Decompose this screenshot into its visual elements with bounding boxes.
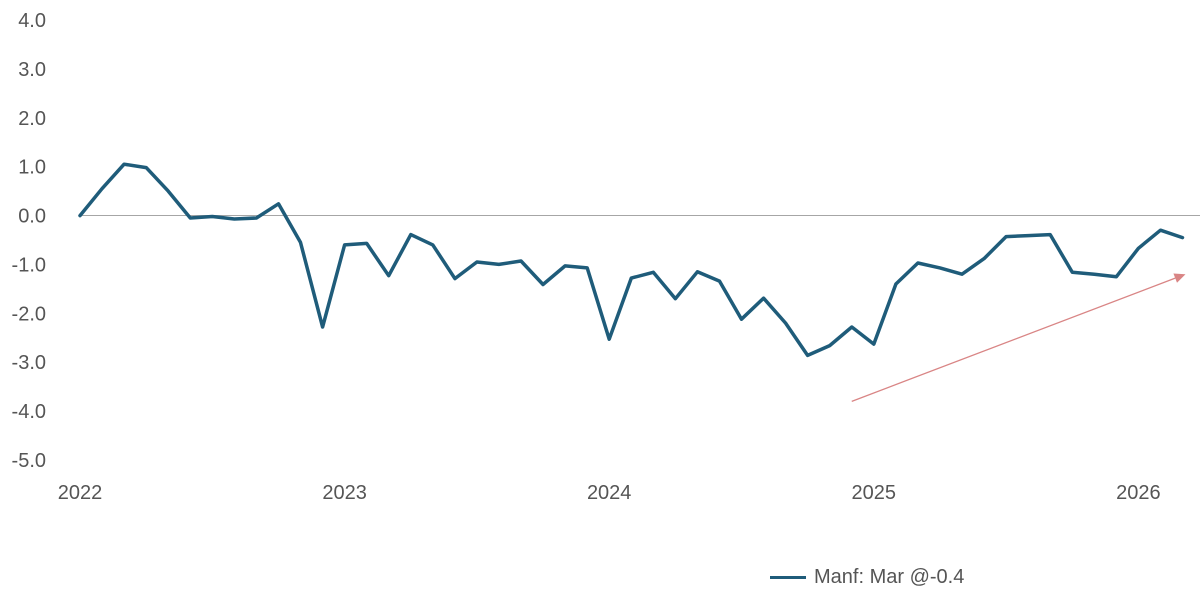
x-tick-label: 2022 <box>58 482 103 504</box>
y-tick-label: 1.0 <box>18 157 46 179</box>
legend: Manf: Mar @-0.4 <box>770 563 964 591</box>
y-tick-label: 0.0 <box>18 206 46 228</box>
x-tick-label: 2026 <box>1116 482 1161 504</box>
y-tick-label: 4.0 <box>18 10 46 32</box>
y-tick-label: -3.0 <box>12 352 46 374</box>
y-tick-label: -5.0 <box>12 450 46 472</box>
y-axis-ticks: 4.0 3.0 2.0 1.0 0.0 -1.0 -2.0 -3.0 -4.0 -5.0 <box>12 10 46 472</box>
x-tick-label: 2025 <box>852 482 897 504</box>
x-axis-ticks: 2022 2023 2024 2025 2026 <box>58 482 1161 504</box>
y-tick-label: 2.0 <box>18 108 46 130</box>
y-tick-label: -2.0 <box>12 303 46 325</box>
series-layer <box>78 162 1185 358</box>
trend-arrow-line <box>851 277 1176 402</box>
legend-swatch <box>770 575 806 579</box>
x-tick-label: 2023 <box>322 482 367 504</box>
y-tick-label: -1.0 <box>12 254 46 276</box>
series-line <box>78 162 1185 358</box>
y-tick-label: -4.0 <box>12 401 46 423</box>
legend-label: Manf: Mar @-0.4 <box>814 565 965 588</box>
annotation-layer <box>851 273 1186 402</box>
x-tick-label: 2024 <box>587 482 632 504</box>
trend-arrow-head <box>1173 273 1186 283</box>
y-tick-label: 3.0 <box>18 59 46 81</box>
